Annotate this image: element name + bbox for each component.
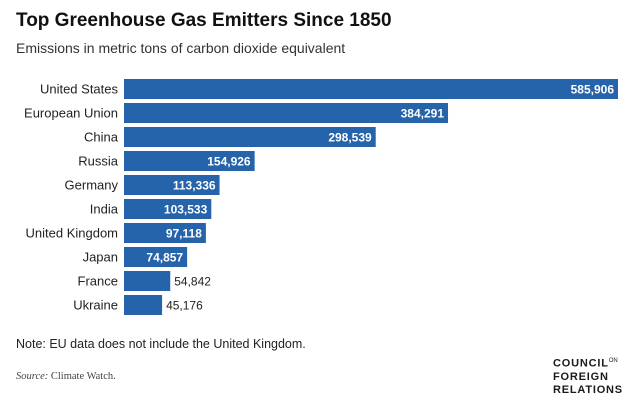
source-label: Source: (16, 371, 49, 382)
value-label-united-states: 585,906 (571, 83, 615, 97)
logo-line2: FOREIGN (553, 370, 609, 383)
category-label-european-union: European Union (24, 106, 118, 121)
bar-china (124, 127, 376, 147)
category-label-united-states: United States (40, 82, 119, 97)
bar-france (124, 271, 171, 291)
chart-note: Note: EU data does not include the Unite… (16, 337, 306, 351)
source-text: Climate Watch. (50, 371, 116, 382)
value-label-india: 103,533 (164, 203, 208, 217)
cfr-logo: COUNCILON FOREIGN RELATIONS (553, 355, 623, 397)
logo-line1-small: ON (608, 358, 618, 364)
bar-united-states (124, 79, 618, 99)
bar-russia (124, 151, 255, 171)
logo-line3: RELATIONS (553, 383, 623, 396)
category-label-india: India (90, 202, 119, 217)
value-label-united-kingdom: 97,118 (166, 227, 202, 241)
bar-japan (124, 247, 188, 267)
category-label-ukraine: Ukraine (73, 298, 118, 313)
bar-germany (124, 175, 220, 195)
category-label-france: France (78, 274, 118, 289)
chart-source: Source: Climate Watch. (16, 371, 116, 382)
value-label-germany: 113,336 (173, 179, 216, 193)
value-label-ukraine: 45,176 (166, 299, 203, 313)
category-label-germany: Germany (65, 178, 119, 193)
value-label-china: 298,539 (328, 131, 372, 145)
value-label-russia: 154,926 (207, 155, 251, 169)
category-label-united-kingdom: United Kingdom (26, 226, 119, 241)
bar-chart: United States 585,906 European Union 384,29… (24, 79, 618, 315)
bar-united-kingdom (124, 223, 206, 243)
value-label-japan: 74,857 (146, 251, 183, 265)
category-label-china: China (84, 130, 119, 145)
bar-european-union (124, 103, 449, 123)
category-label-russia: Russia (78, 154, 119, 169)
chart-subtitle: Emissions in metric tons of carbon dioxi… (16, 40, 346, 56)
value-label-france: 54,842 (174, 275, 211, 289)
chart-title: Top Greenhouse Gas Emitters Since 1850 (16, 10, 392, 31)
category-label-japan: Japan (83, 250, 118, 265)
value-label-european-union: 384,291 (401, 107, 445, 121)
bar-india (124, 199, 212, 219)
bar-ukraine (124, 295, 163, 315)
logo-line1: COUNCIL (553, 357, 609, 370)
